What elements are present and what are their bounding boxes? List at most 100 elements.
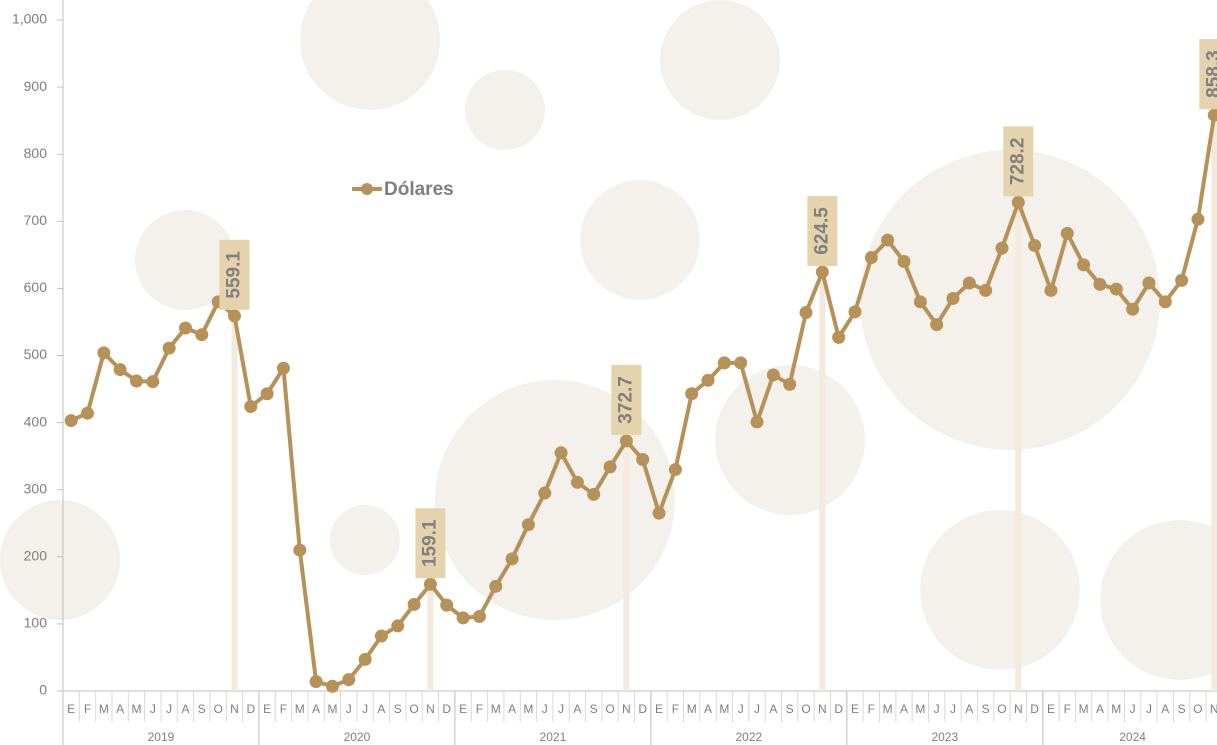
- data-label: 624.5: [811, 207, 832, 255]
- data-point: [1191, 213, 1204, 226]
- x-tick-label: J: [934, 702, 940, 716]
- data-point: [1110, 283, 1123, 296]
- x-tick-label: O: [213, 702, 222, 716]
- data-point: [130, 374, 143, 387]
- x-tick-label: A: [1096, 702, 1104, 716]
- data-point: [359, 653, 372, 666]
- data-point: [555, 446, 568, 459]
- data-point: [228, 309, 241, 322]
- x-tick-label: N: [1014, 702, 1023, 716]
- data-point: [816, 265, 829, 278]
- data-point: [767, 368, 780, 381]
- data-point: [293, 544, 306, 557]
- x-tick-label: S: [982, 702, 990, 716]
- chart: 01002003004005006007008009001,000EFMAMJJ…: [0, 0, 1217, 745]
- data-point: [1012, 196, 1025, 209]
- x-tick-label: J: [950, 702, 956, 716]
- x-tick-label: F: [868, 702, 875, 716]
- data-point: [604, 460, 617, 473]
- x-tick-label: J: [558, 702, 564, 716]
- x-tick-label: D: [1030, 702, 1039, 716]
- x-tick-label: S: [786, 702, 794, 716]
- data-label: 728.2: [1007, 138, 1028, 186]
- x-tick-label: A: [1161, 702, 1169, 716]
- data-label: 858.3: [1203, 50, 1217, 98]
- x-tick-label: M: [1111, 702, 1121, 716]
- y-tick-label: 400: [24, 413, 48, 429]
- data-label: 559.1: [223, 251, 244, 299]
- data-point: [65, 414, 78, 427]
- data-point: [97, 346, 110, 359]
- data-point: [179, 321, 192, 334]
- x-tick-label: A: [573, 702, 581, 716]
- x-tick-label: E: [655, 702, 663, 716]
- x-tick-label: J: [1130, 702, 1136, 716]
- x-tick-label: S: [1178, 702, 1186, 716]
- data-point: [963, 277, 976, 290]
- x-tick-label: A: [116, 702, 124, 716]
- x-tick-label: J: [166, 702, 172, 716]
- x-tick-label: A: [312, 702, 320, 716]
- y-tick-label: 900: [24, 78, 48, 94]
- data-point: [1208, 109, 1217, 122]
- data-point: [571, 476, 584, 489]
- data-point: [865, 251, 878, 264]
- data-point: [1093, 278, 1106, 291]
- y-tick-label: 800: [24, 145, 48, 161]
- x-tick-label: O: [409, 702, 418, 716]
- data-point: [832, 331, 845, 344]
- data-point: [114, 363, 127, 376]
- x-tick-label: M: [327, 702, 337, 716]
- data-point: [424, 578, 437, 591]
- x-group-label: 2020: [344, 730, 371, 744]
- data-point: [81, 407, 94, 420]
- x-tick-label: J: [738, 702, 744, 716]
- data-point: [457, 611, 470, 624]
- data-point: [653, 507, 666, 520]
- x-tick-label: E: [851, 702, 859, 716]
- x-tick-label: E: [67, 702, 75, 716]
- x-tick-label: D: [442, 702, 451, 716]
- data-point: [1175, 274, 1188, 287]
- data-point: [1126, 303, 1139, 316]
- data-point: [718, 356, 731, 369]
- x-tick-label: N: [426, 702, 435, 716]
- data-point: [751, 415, 764, 428]
- data-point: [261, 387, 274, 400]
- data-point: [375, 629, 388, 642]
- x-group-label: 2024: [1119, 730, 1146, 744]
- data-point: [440, 599, 453, 612]
- x-tick-label: M: [523, 702, 533, 716]
- data-point: [195, 328, 208, 341]
- x-tick-label: M: [99, 702, 109, 716]
- x-tick-label: M: [687, 702, 697, 716]
- data-point: [1028, 239, 1041, 252]
- x-tick-label: A: [377, 702, 385, 716]
- x-tick-label: A: [769, 702, 777, 716]
- x-tick-label: E: [459, 702, 467, 716]
- data-point: [979, 284, 992, 297]
- data-point: [897, 255, 910, 268]
- x-tick-label: D: [834, 702, 843, 716]
- data-point: [1142, 277, 1155, 290]
- x-tick-label: N: [1210, 702, 1217, 716]
- x-tick-label: M: [883, 702, 893, 716]
- x-tick-label: F: [476, 702, 483, 716]
- x-group-label: 2021: [540, 730, 567, 744]
- data-point: [1077, 258, 1090, 271]
- data-point: [669, 463, 682, 476]
- x-tick-label: O: [605, 702, 614, 716]
- data-point: [1159, 295, 1172, 308]
- x-tick-label: M: [131, 702, 141, 716]
- data-point: [849, 305, 862, 318]
- x-tick-label: O: [801, 702, 810, 716]
- data-point: [244, 400, 257, 413]
- data-point: [489, 580, 502, 593]
- x-tick-label: A: [181, 702, 189, 716]
- data-point: [946, 292, 959, 305]
- data-label: 159.1: [419, 519, 440, 567]
- data-point: [522, 518, 535, 531]
- data-point: [734, 356, 747, 369]
- y-tick-label: 0: [39, 682, 47, 698]
- x-tick-label: F: [672, 702, 679, 716]
